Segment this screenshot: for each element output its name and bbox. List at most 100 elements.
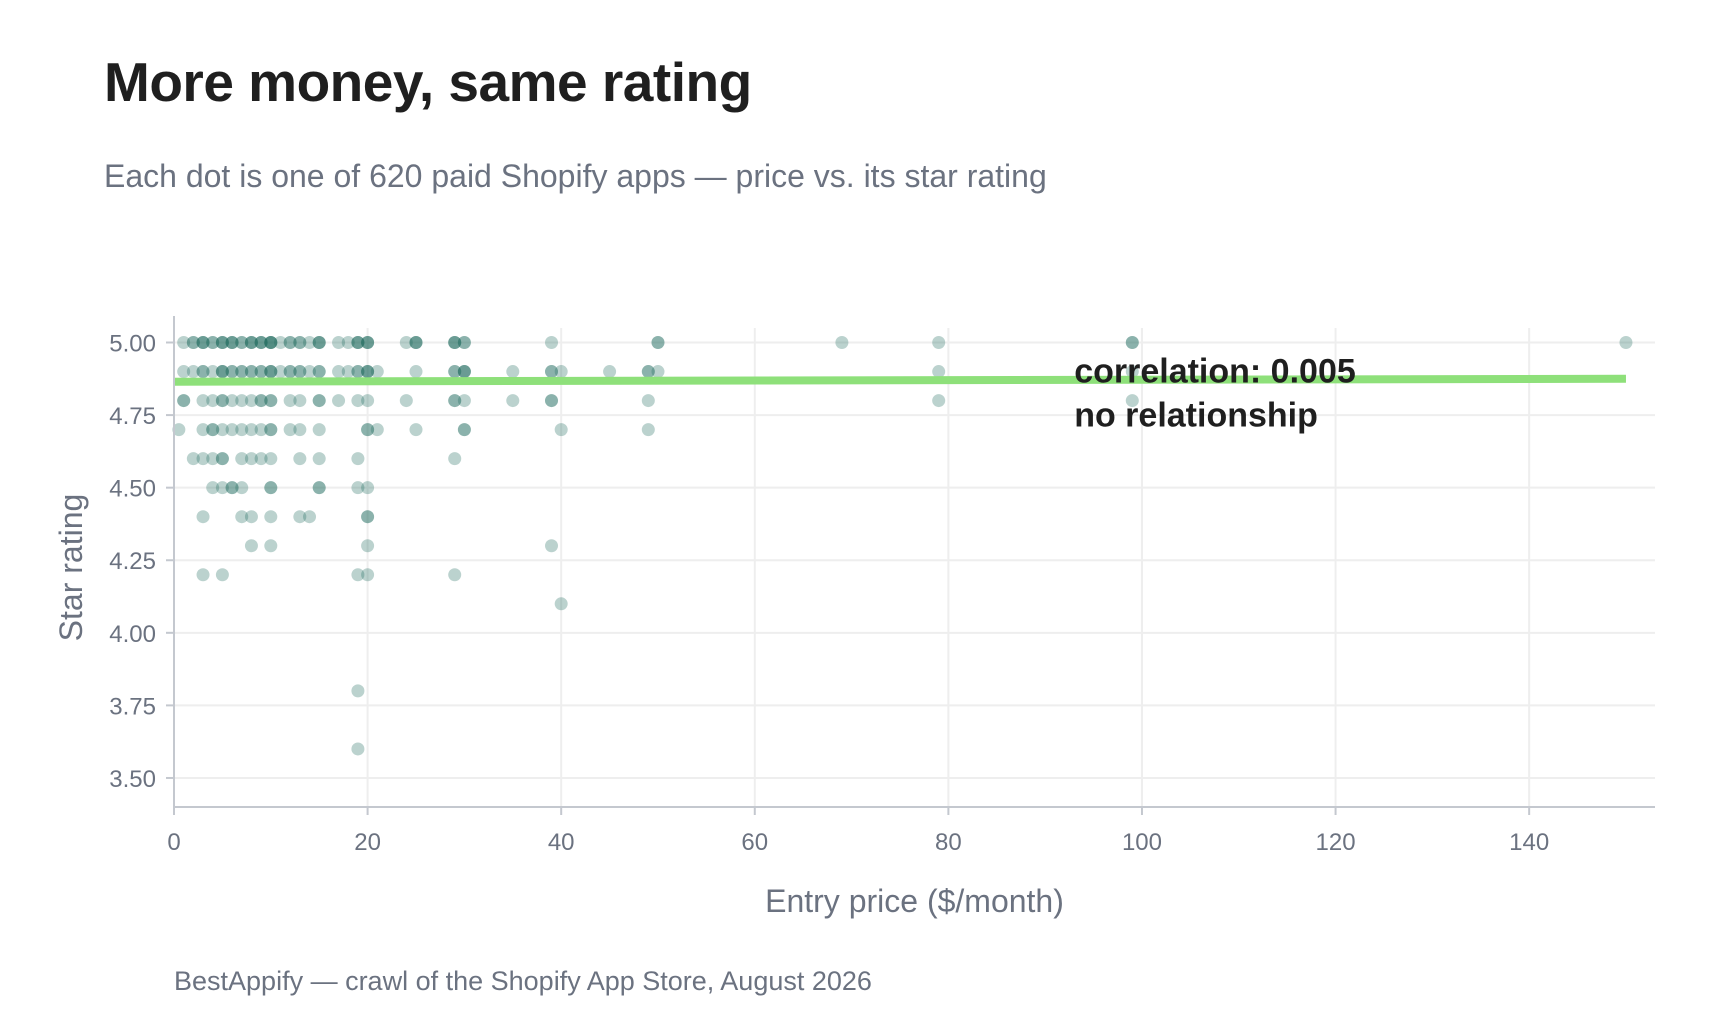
- data-point: [215, 336, 229, 350]
- data-point: [1619, 336, 1633, 350]
- data-point: [283, 394, 297, 408]
- data-point: [932, 336, 946, 350]
- data-point: [312, 481, 326, 495]
- data-point: [351, 394, 365, 408]
- data-point: [264, 365, 278, 379]
- data-point: [244, 510, 258, 524]
- data-point: [244, 365, 258, 379]
- data-point: [215, 336, 229, 350]
- data-point: [651, 365, 665, 379]
- data-point: [196, 510, 210, 524]
- data-point: [651, 336, 665, 350]
- data-point: [651, 336, 665, 350]
- data-point: [177, 365, 191, 379]
- y-tick-label: 4.25: [109, 548, 156, 575]
- data-point: [235, 336, 249, 350]
- data-point: [244, 452, 258, 466]
- data-point: [370, 423, 384, 437]
- data-point: [351, 336, 365, 350]
- data-point: [1125, 394, 1139, 408]
- data-point: [312, 423, 326, 437]
- y-tick-label: 4.75: [109, 403, 156, 430]
- data-point: [254, 336, 268, 350]
- x-tick-label: 120: [1316, 829, 1356, 856]
- data-point: [351, 336, 365, 350]
- x-tick-label: 0: [167, 829, 180, 856]
- data-point: [293, 452, 307, 466]
- data-point: [641, 365, 655, 379]
- data-point: [206, 336, 220, 350]
- data-point: [545, 394, 559, 408]
- data-point: [196, 336, 210, 350]
- data-point: [273, 336, 287, 350]
- data-point: [457, 365, 471, 379]
- data-point: [361, 336, 375, 350]
- data-point: [361, 336, 375, 350]
- data-point: [545, 365, 559, 379]
- data-point: [932, 394, 946, 408]
- data-point: [835, 336, 849, 350]
- axes: [166, 316, 1655, 815]
- data-point: [206, 365, 220, 379]
- data-point: [177, 394, 191, 408]
- data-point: [254, 452, 268, 466]
- data-point: [545, 365, 559, 379]
- data-point: [273, 365, 287, 379]
- data-point: [409, 423, 423, 437]
- data-point: [341, 365, 355, 379]
- data-point: [312, 336, 326, 350]
- data-point: [293, 394, 307, 408]
- data-point: [457, 365, 471, 379]
- data-point: [244, 336, 258, 350]
- x-tick-label: 40: [548, 829, 575, 856]
- data-point: [303, 365, 317, 379]
- data-point: [177, 394, 191, 408]
- data-point: [312, 365, 326, 379]
- data-point: [196, 336, 210, 350]
- data-point: [457, 423, 471, 437]
- source-note: BestAppify — crawl of the Shopify App St…: [174, 966, 872, 996]
- data-point: [264, 452, 278, 466]
- chart-subtitle: Each dot is one of 620 paid Shopify apps…: [104, 158, 1047, 194]
- data-point: [235, 365, 249, 379]
- data-point: [196, 452, 210, 466]
- y-tick-label: 5.00: [109, 331, 156, 358]
- data-point: [215, 365, 229, 379]
- data-point: [361, 510, 375, 524]
- data-point: [312, 452, 326, 466]
- y-tick-label: 4.00: [109, 621, 156, 648]
- data-point: [351, 365, 365, 379]
- data-point: [457, 423, 471, 437]
- data-point: [341, 336, 355, 350]
- data-point: [264, 336, 278, 350]
- data-point: [370, 365, 384, 379]
- data-point: [351, 742, 365, 756]
- data-point: [293, 510, 307, 524]
- x-tick-label: 100: [1122, 829, 1162, 856]
- data-point: [196, 365, 210, 379]
- data-point: [351, 568, 365, 582]
- data-point: [264, 481, 278, 495]
- data-point: [545, 539, 559, 553]
- data-point: [225, 481, 239, 495]
- data-point: [303, 510, 317, 524]
- data-point: [206, 423, 220, 437]
- data-point: [293, 336, 307, 350]
- data-point: [312, 336, 326, 350]
- data-point: [641, 423, 655, 437]
- data-point: [283, 365, 297, 379]
- data-point: [351, 481, 365, 495]
- data-point: [506, 394, 520, 408]
- data-point: [244, 365, 258, 379]
- data-point: [225, 336, 239, 350]
- data-point: [264, 423, 278, 437]
- data-point: [448, 568, 462, 582]
- data-point: [215, 423, 229, 437]
- data-point: [264, 365, 278, 379]
- x-axis-title: Entry price ($/month): [765, 883, 1064, 919]
- data-point: [312, 336, 326, 350]
- data-point: [1125, 336, 1139, 350]
- data-point: [399, 336, 413, 350]
- data-point: [215, 394, 229, 408]
- data-point: [545, 394, 559, 408]
